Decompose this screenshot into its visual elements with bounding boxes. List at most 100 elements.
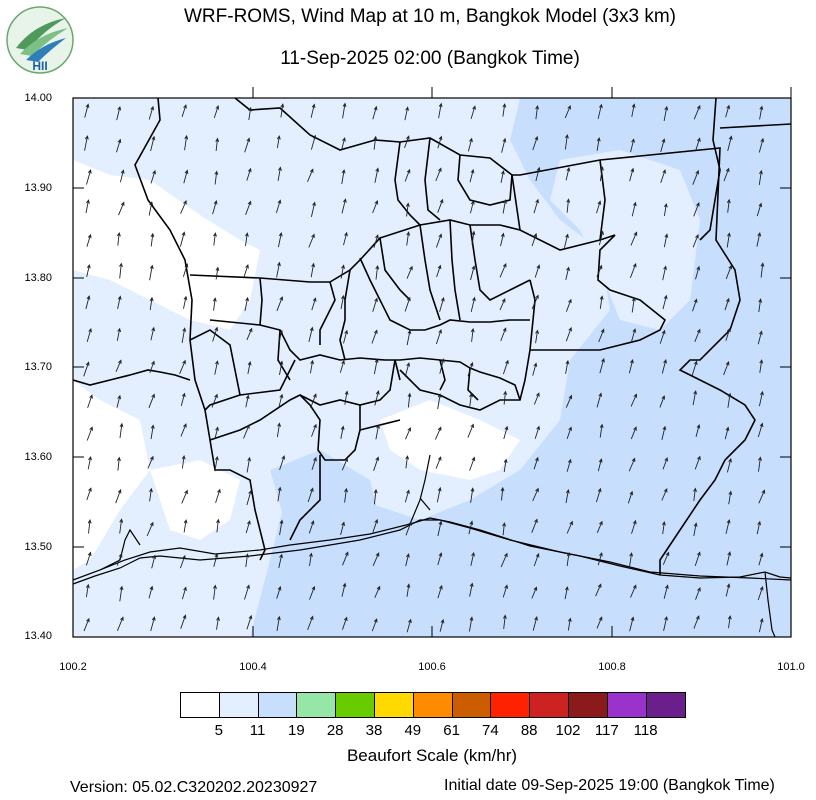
wind-arrow: [246, 614, 253, 630]
wind-arrow: [467, 361, 474, 377]
wind-arrow: [758, 617, 764, 633]
wind-arrow: [244, 584, 250, 600]
wind-arrow: [405, 426, 411, 440]
wind-arrow: [756, 520, 762, 535]
wind-arrow: [470, 296, 476, 313]
wind-arrow: [340, 294, 345, 310]
wind-arrow: [595, 583, 602, 597]
wind-arrow: [692, 298, 698, 312]
wind-arrow: [757, 586, 764, 601]
wind-arrow: [469, 168, 475, 183]
wind-arrow: [340, 521, 346, 536]
wind-arrow: [533, 456, 539, 470]
wind-arrow: [470, 105, 476, 120]
wind-arrow: [245, 200, 252, 215]
wind-arrow: [759, 105, 764, 120]
wind-arrow: [760, 262, 765, 278]
wind-arrow: [437, 135, 443, 149]
wind-arrow: [405, 553, 410, 567]
wind-arrow: [83, 617, 90, 632]
wind-arrow: [727, 392, 732, 408]
wind-arrow: [439, 618, 445, 632]
wind-arrow: [758, 390, 764, 407]
wind-arrow: [469, 456, 476, 471]
wind-arrow: [470, 327, 475, 342]
wind-arrow: [86, 426, 93, 441]
wind-arrow: [725, 327, 731, 341]
wind-arrow: [148, 393, 155, 409]
wind-arrow: [499, 263, 507, 278]
lat-tick-label: 13.70: [24, 361, 52, 373]
wind-arrow: [86, 233, 92, 247]
wind-shade-low: [73, 160, 260, 330]
legend-label: 28: [326, 722, 344, 739]
wind-arrow: [373, 234, 379, 248]
wind-arrow: [470, 551, 475, 566]
wind-arrow: [628, 552, 634, 568]
wind-arrow: [179, 231, 186, 247]
wind-arrow: [531, 518, 538, 533]
wind-arrow: [757, 330, 763, 345]
wind-arrow: [245, 394, 250, 408]
wind-arrow: [151, 554, 157, 569]
wind-arrow: [469, 200, 475, 214]
wind-arrow: [213, 232, 217, 246]
wind-arrow: [150, 326, 156, 341]
legend-swatch: [530, 693, 569, 717]
wind-arrow: [278, 393, 284, 409]
wind-arrow: [245, 553, 250, 568]
wind-arrow: [437, 584, 443, 599]
wind-arrow: [532, 135, 539, 151]
wind-arrow: [310, 103, 316, 118]
legend-label: 5: [214, 722, 223, 739]
wind-arrow: [596, 264, 603, 277]
wind-arrow: [339, 359, 345, 373]
wind-arrow: [213, 104, 220, 119]
legend-swatch: [607, 693, 647, 717]
wind-arrow: [436, 264, 442, 278]
wind-arrow: [694, 455, 701, 470]
legend-swatch: [336, 693, 375, 717]
wind-arrow: [758, 137, 765, 153]
wind-arrow: [726, 198, 731, 213]
wind-arrow: [119, 585, 124, 602]
wind-arrow: [469, 582, 474, 597]
wind-arrow: [437, 552, 443, 566]
wind-arrow: [565, 298, 572, 312]
wind-arrow: [245, 520, 251, 534]
wind-arrow: [470, 487, 475, 503]
wind-arrow: [117, 456, 121, 471]
wind-arrow: [244, 137, 251, 153]
wind-arrow: [84, 135, 89, 151]
legend-swatch: [219, 693, 259, 717]
wind-arrow: [404, 168, 411, 182]
wind-arrow: [434, 426, 442, 440]
wind-arrow: [630, 426, 637, 440]
wind-arrow: [150, 424, 155, 440]
wind-arrow: [373, 456, 380, 471]
wind-arrow: [407, 392, 412, 408]
wind-arrow: [694, 551, 701, 567]
wind-arrow: [727, 615, 732, 629]
wind-arrow: [181, 454, 186, 469]
wind-arrow: [469, 392, 473, 407]
wind-arrow: [344, 487, 348, 503]
wind-arrow: [214, 360, 219, 375]
wind-arrow: [500, 170, 505, 183]
wind-arrow: [150, 169, 156, 184]
wind-arrow: [308, 233, 315, 248]
wind-arrow: [629, 616, 635, 632]
wind-arrow: [115, 359, 122, 372]
wind-arrow: [630, 231, 638, 246]
legend-swatch: [374, 693, 414, 717]
wind-arrow: [724, 297, 730, 311]
wind-arrow: [502, 103, 507, 117]
wind-arrow: [372, 105, 378, 120]
map-datetime: 11-Sep-2025 02:00 (Bangkok Time): [280, 48, 580, 69]
wind-arrow: [184, 134, 189, 151]
wind-arrow: [277, 231, 283, 248]
wind-arrow: [663, 584, 669, 599]
wind-arrow: [342, 551, 349, 566]
wind-arrow: [533, 392, 540, 405]
legend-title: Beaufort Scale (km/hr): [346, 746, 518, 765]
